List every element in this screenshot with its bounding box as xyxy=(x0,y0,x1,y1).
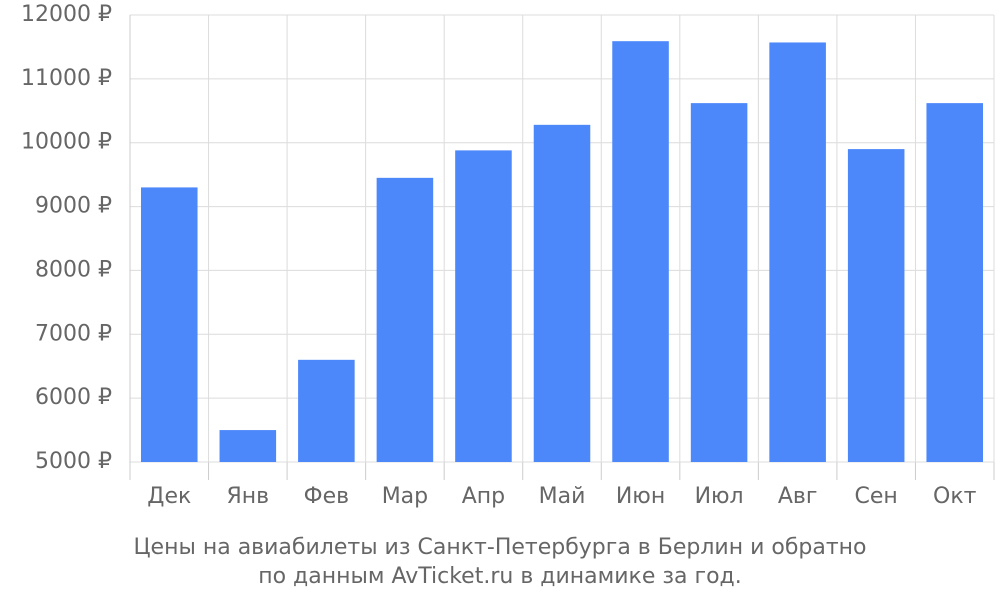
y-tick-label: 12000 ₽ xyxy=(21,2,112,27)
bar xyxy=(298,359,355,462)
y-tick-label: 9000 ₽ xyxy=(35,194,112,219)
x-tick-label: Окт xyxy=(933,484,977,509)
bar xyxy=(926,103,984,462)
bar xyxy=(140,187,198,462)
chart-subtitle: по данным AvTicket.ru в динамике за год. xyxy=(258,564,742,589)
x-tick-label: Май xyxy=(539,484,586,509)
bar xyxy=(219,430,277,462)
y-tick-label: 7000 ₽ xyxy=(35,321,112,346)
x-tick-label: Июн xyxy=(616,484,665,509)
x-tick-label: Апр xyxy=(462,484,505,509)
x-tick-label: Авг xyxy=(778,484,818,509)
bar xyxy=(847,149,905,462)
x-tick-label: Янв xyxy=(226,484,269,509)
x-tick-label: Мар xyxy=(382,484,428,509)
bar xyxy=(612,41,669,462)
y-tick-label: 10000 ₽ xyxy=(21,130,112,155)
y-tick-label: 6000 ₽ xyxy=(35,385,112,410)
y-tick-label: 8000 ₽ xyxy=(35,257,112,282)
x-tick-label: Июл xyxy=(695,484,744,509)
bar xyxy=(376,177,434,463)
x-tick-label: Дек xyxy=(147,484,191,509)
y-tick-label: 5000 ₽ xyxy=(35,449,112,474)
x-tick-label: Фев xyxy=(304,484,349,509)
y-tick-label: 11000 ₽ xyxy=(21,66,112,91)
chart-title: Цены на авиабилеты из Санкт-Петербурга в… xyxy=(133,535,866,560)
bar xyxy=(769,42,826,463)
x-tick-label: Сен xyxy=(855,484,898,509)
bar xyxy=(690,103,748,462)
bar xyxy=(533,124,591,462)
bar xyxy=(455,150,512,462)
